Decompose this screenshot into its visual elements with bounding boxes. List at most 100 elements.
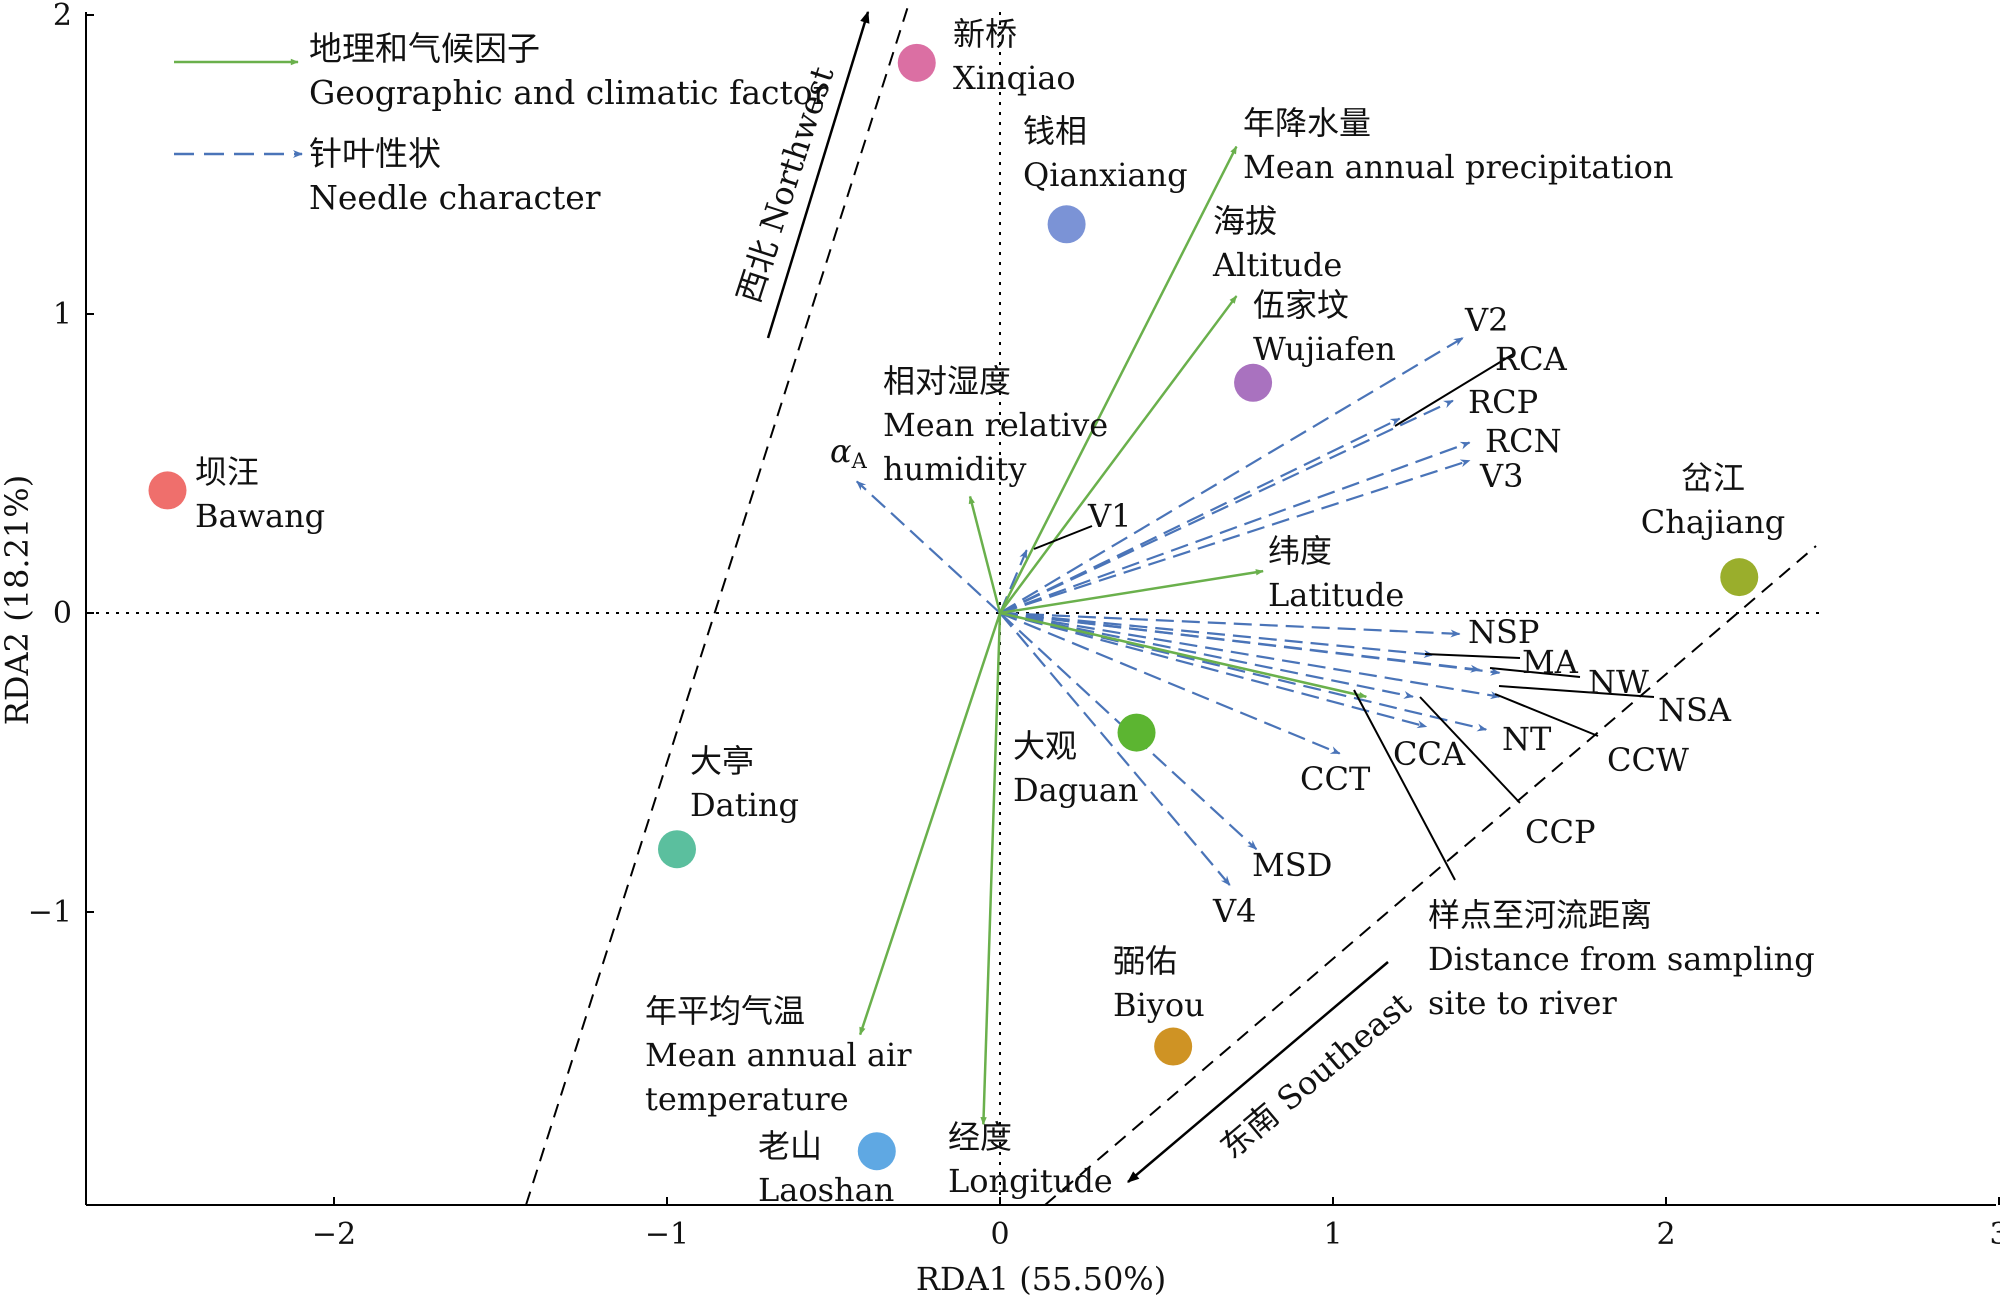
factor-label-zh-mean-annual-air-temperature: 年平均气温 xyxy=(645,992,805,1030)
site-point-bawang xyxy=(148,471,187,510)
site-label-en-bawang: Bawang xyxy=(195,497,325,535)
site-point-wujiafen xyxy=(1234,363,1273,402)
southeast-label: 东南 Southeast xyxy=(1213,985,1419,1166)
legend-factor-zh: 地理和气候因子 xyxy=(309,29,540,68)
trait-arrow-ma xyxy=(999,611,1434,658)
leader-rca xyxy=(1394,352,1516,427)
x-tick-label: −2 xyxy=(312,1217,356,1252)
site-label-en-chajiang: Chajiang xyxy=(1641,503,1786,541)
southeast-boundary-line xyxy=(1044,545,1817,1206)
factor-label-zh-longitude: 经度 xyxy=(948,1118,1012,1156)
legend: 地理和气候因子 Geographic and climatic factor 针… xyxy=(174,29,829,217)
site-label-zh-laoshan: 老山 xyxy=(758,1127,822,1165)
factor-label-zh-mean-relative-humidity: 相对湿度 xyxy=(883,362,1011,400)
leader-nsa xyxy=(1498,685,1655,698)
point-labels: 坝汪 Bawang 新桥 Xinqiao 钱相 Qianxiang 伍家坟 Wujiafen 岔… xyxy=(195,15,1815,1209)
trait-label-nt: NT xyxy=(1502,720,1552,758)
trait-label-msd: MSD xyxy=(1252,846,1332,884)
trait-arrow-v3 xyxy=(999,459,1471,615)
site-label-zh-biyou: 弼佑 xyxy=(1113,942,1177,980)
leader-lines xyxy=(1033,352,1655,881)
trait-arrow-nsa xyxy=(999,611,1481,673)
trait-arrow-ccp xyxy=(999,611,1414,699)
x-axis-title: RDA1 (55.50%) xyxy=(916,1260,1166,1298)
leader-ccw xyxy=(1494,693,1599,737)
trait-arrow-a xyxy=(856,480,1001,614)
trait-label-v1: V1 xyxy=(1087,497,1131,535)
factor-label-zh-altitude: 海拔 xyxy=(1213,202,1277,240)
trait-arrow-rcn xyxy=(999,441,1471,615)
factor-label-en-longitude: Longitude xyxy=(948,1162,1113,1200)
site-label-zh-wujiafen: 伍家坟 xyxy=(1253,286,1349,324)
trait-label-nsp: NSP xyxy=(1468,613,1539,651)
trait-label-rcp: RCP xyxy=(1468,383,1538,421)
factor-arrows xyxy=(858,145,1368,1126)
factor-arrow-mean-annual-precipitation xyxy=(998,145,1238,614)
axes xyxy=(85,12,1996,1206)
site-point-dating xyxy=(657,830,696,869)
site-label-zh-bawang: 坝汪 xyxy=(195,453,259,491)
site-label-en-qianxiang: Qianxiang xyxy=(1023,156,1188,194)
trait-label-v3: V3 xyxy=(1479,457,1523,495)
leader-nw xyxy=(1489,667,1581,678)
trait-arrow-rca xyxy=(999,417,1401,614)
trait-label-nw: NW xyxy=(1588,663,1649,701)
site-label-en-laoshan: Laoshan xyxy=(758,1171,894,1209)
trait-arrow-v2 xyxy=(999,336,1464,614)
legend-needle-zh: 针叶性状 xyxy=(309,134,441,173)
site-label-en-xinqiao: Xinqiao xyxy=(953,59,1076,97)
factor-label-en-mean-relative-humidity: Mean relative humidity xyxy=(883,406,1108,488)
factor-label-zh-mean-annual-precipitation: 年降水量 xyxy=(1243,104,1371,142)
site-label-en-wujiafen: Wujiafen xyxy=(1253,330,1396,368)
trait-label-ccp: CCP xyxy=(1525,813,1596,851)
site-point-chajiang xyxy=(1720,558,1759,597)
x-tick-label: 2 xyxy=(1656,1217,1675,1252)
trait-arrow-rcp xyxy=(999,399,1454,614)
leader-distance xyxy=(1353,689,1456,881)
site-points xyxy=(148,43,1759,1171)
factor-label-en-altitude: Altitude xyxy=(1212,246,1342,284)
site-label-zh-daguan: 大观 xyxy=(1013,727,1077,765)
leader-ccp xyxy=(1419,696,1521,804)
leader-v1 xyxy=(1033,525,1093,550)
trait-label-cca: CCA xyxy=(1393,735,1466,773)
site-label-zh-qianxiang: 钱相 xyxy=(1023,112,1087,150)
leader-ma xyxy=(1424,653,1521,659)
site-label-en-daguan: Daguan xyxy=(1013,771,1139,809)
trait-label-rcn: RCN xyxy=(1485,422,1562,460)
northwest-boundary-line xyxy=(525,0,911,1206)
x-ticks: −2 −1 0 1 2 3 xyxy=(312,1197,2000,1252)
trait-label-v2: V2 xyxy=(1464,301,1508,339)
factor-arrow-latitude xyxy=(999,569,1264,615)
factor-label-en-latitude: Latitude xyxy=(1268,576,1404,614)
factor-arrow-distance-from-sampling-site-to-river xyxy=(999,611,1368,699)
trait-arrow-ccw xyxy=(999,611,1501,700)
factor-label-en-distance: Distance from sampling site to river xyxy=(1428,940,1815,1022)
factor-label-zh-latitude: 纬度 xyxy=(1268,532,1332,570)
x-tick-label: 3 xyxy=(1989,1217,2000,1252)
factor-arrow-mean-annual-air-temperature xyxy=(858,612,1002,1036)
northwest-arrow xyxy=(766,10,870,339)
trait-label-v4: V4 xyxy=(1212,892,1256,930)
needle-trait-arrows xyxy=(856,336,1501,886)
site-label-zh-xinqiao: 新桥 xyxy=(953,15,1017,53)
y-tick-label: 1 xyxy=(53,297,72,332)
y-ticks: −1 0 1 2 xyxy=(28,0,94,930)
trait-label-alpha-a: αA xyxy=(830,432,868,473)
site-label-zh-dating: 大亭 xyxy=(690,742,754,780)
site-point-xinqiao xyxy=(897,43,936,82)
site-point-daguan xyxy=(1117,713,1156,752)
trait-arrow-cca xyxy=(999,611,1428,729)
factor-label-en-mean-annual-precipitation: Mean annual precipitation xyxy=(1243,148,1673,186)
trait-label-nsa: NSA xyxy=(1658,691,1732,729)
legend-factor-en: Geographic and climatic factor xyxy=(309,73,829,112)
x-tick-label: −1 xyxy=(645,1217,689,1252)
trait-label-cct: CCT xyxy=(1300,760,1371,798)
trait-arrow-cct xyxy=(999,611,1341,755)
trait-label-rca: RCA xyxy=(1495,340,1568,378)
trait-label-ma: MA xyxy=(1522,643,1579,681)
x-tick-label: 1 xyxy=(1323,1217,1342,1252)
x-tick-label: 0 xyxy=(990,1217,1009,1252)
factor-arrow-longitude xyxy=(980,612,1002,1126)
